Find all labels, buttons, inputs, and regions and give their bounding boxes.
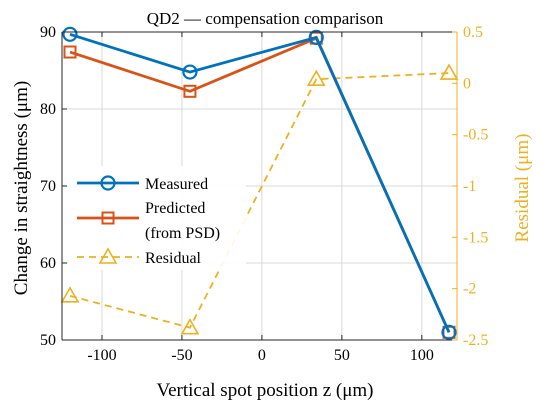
- chart-title: QD2 — compensation comparison: [147, 9, 384, 28]
- data-point-triangle: [180, 318, 200, 335]
- y2-tick-label: -2: [463, 281, 476, 298]
- legend-label-residual: Residual: [145, 250, 202, 267]
- y2-tick-label: -2.5: [463, 332, 488, 349]
- y2-tick-label: -0.5: [463, 127, 488, 144]
- y-tick-label: 60: [40, 255, 56, 272]
- series-line-circle: [69, 32, 451, 333]
- legend: Measured Predicted (from PSD) Residual: [68, 166, 246, 270]
- y-axis-label: Change in straightness (μm): [11, 81, 32, 295]
- data-point-circle: [62, 26, 78, 42]
- y2-tick-label: 0: [463, 75, 471, 92]
- x-tick-label: 50: [334, 347, 350, 364]
- legend-marker-predicted: [101, 211, 115, 225]
- axes-layer: -100 -50 0 50 100 50 60 70 80 90 -2.5 -2 -1.5 -1 -0.5 0…: [40, 24, 488, 364]
- data-point-square: [183, 84, 197, 98]
- data-point-triangle: [306, 69, 326, 87]
- x-tick-label: -100: [87, 347, 116, 364]
- data-point-square: [63, 45, 77, 59]
- data-point-circle: [182, 64, 198, 80]
- series-line-triangle: [69, 72, 450, 329]
- y2-tick-label: -1.5: [463, 229, 488, 246]
- y-tick-label: 90: [40, 24, 56, 41]
- y2-tick-label: 0.5: [463, 24, 483, 41]
- legend-label-predicted-2: (from PSD): [145, 225, 220, 242]
- data-point-triangle: [439, 63, 459, 80]
- legend-marker-residual: [98, 247, 118, 264]
- legend-marker-measured: [100, 175, 116, 191]
- x-tick-label: -50: [171, 347, 192, 364]
- y2-axis-label: Residual (μm): [512, 134, 533, 243]
- series-layer: [60, 26, 459, 340]
- legend-label-measured: Measured: [145, 176, 208, 193]
- x-tick-label: 0: [258, 347, 266, 364]
- x-tick-label: 100: [410, 347, 434, 364]
- data-point-triangle: [60, 286, 80, 303]
- data-point-circle: [308, 29, 324, 45]
- data-point-circle: [441, 324, 457, 340]
- y2-tick-label: -1: [463, 178, 476, 195]
- y-tick-label: 80: [40, 101, 56, 118]
- x-axis-label: Vertical spot position z (μm): [156, 380, 373, 401]
- legend-label-predicted-1: Predicted: [145, 200, 205, 217]
- y-tick-label: 70: [40, 178, 56, 195]
- y-tick-label: 50: [40, 332, 56, 349]
